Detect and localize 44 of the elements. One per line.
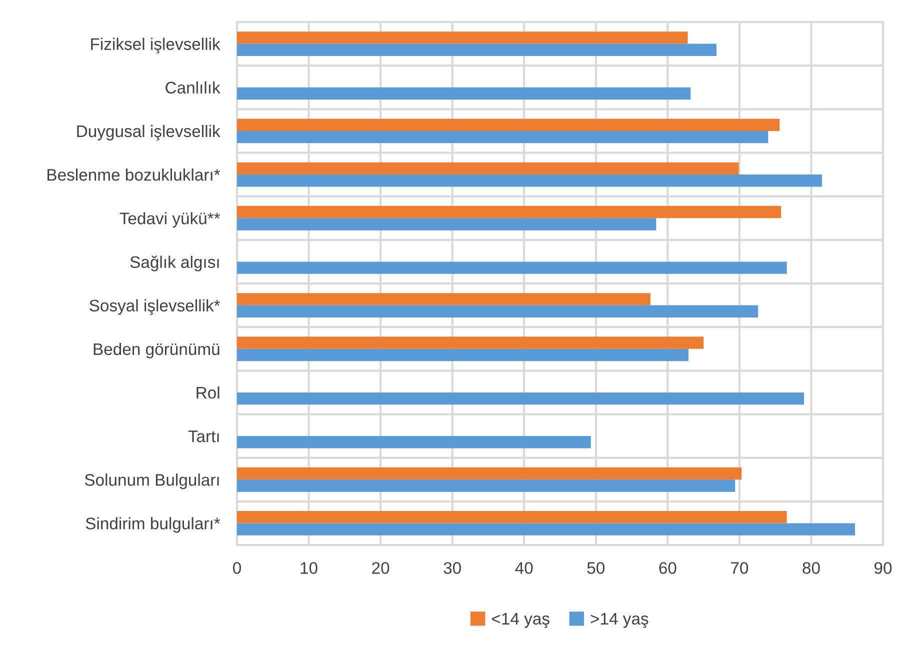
bar <box>237 206 782 218</box>
y-tick-label: Fiziksel işlevsellik <box>91 38 220 54</box>
y-tick-label: Beden görünümü <box>94 342 220 358</box>
bar <box>237 392 804 405</box>
bar <box>237 467 742 480</box>
bar <box>237 32 688 44</box>
x-tick-label: 60 <box>659 562 676 574</box>
legend-label: <14 yaş <box>492 613 550 628</box>
y-tick-label: Duygusal işlevsellik <box>77 124 220 141</box>
x-tick-label: 70 <box>731 562 748 574</box>
x-tick-label: 10 <box>300 562 318 574</box>
bar <box>237 305 758 318</box>
bar <box>237 87 691 100</box>
bar <box>237 511 787 524</box>
bar <box>237 480 736 492</box>
bar <box>237 130 768 144</box>
bar <box>237 118 780 131</box>
x-tick-label: 50 <box>587 562 605 574</box>
y-tick-label: Sindirim bulguları* <box>86 517 220 533</box>
bar <box>237 44 716 56</box>
y-tick-label: Tedavi yükü** <box>120 212 220 228</box>
y-tick-label: Beslenme bozuklukları* <box>48 168 220 181</box>
bar <box>237 436 591 448</box>
x-tick-label: 80 <box>802 562 820 574</box>
y-tick-label: Sağlık algısı <box>130 256 219 272</box>
bar <box>237 218 656 230</box>
bar <box>237 174 822 187</box>
x-tick-label: 90 <box>874 562 892 574</box>
x-tick-label: 30 <box>444 562 461 574</box>
bar <box>237 523 856 536</box>
y-tick-label: Canlılık <box>166 81 220 94</box>
bar <box>237 293 650 306</box>
bar <box>237 348 688 362</box>
x-tick-label: 20 <box>372 562 390 574</box>
y-tick-label: Rol <box>196 386 220 399</box>
y-tick-label: Solunum Bulguları <box>84 474 219 490</box>
legend-label: >14 yaş <box>590 613 648 628</box>
bar <box>237 336 704 349</box>
x-tick-label: 40 <box>515 562 533 574</box>
bar <box>237 262 787 274</box>
y-tick-label: Tartı <box>188 430 219 442</box>
y-tick-label: Sosyal işlevsellik* <box>90 299 220 315</box>
x-tick-label: 0 <box>233 562 241 574</box>
bar <box>237 162 739 175</box>
